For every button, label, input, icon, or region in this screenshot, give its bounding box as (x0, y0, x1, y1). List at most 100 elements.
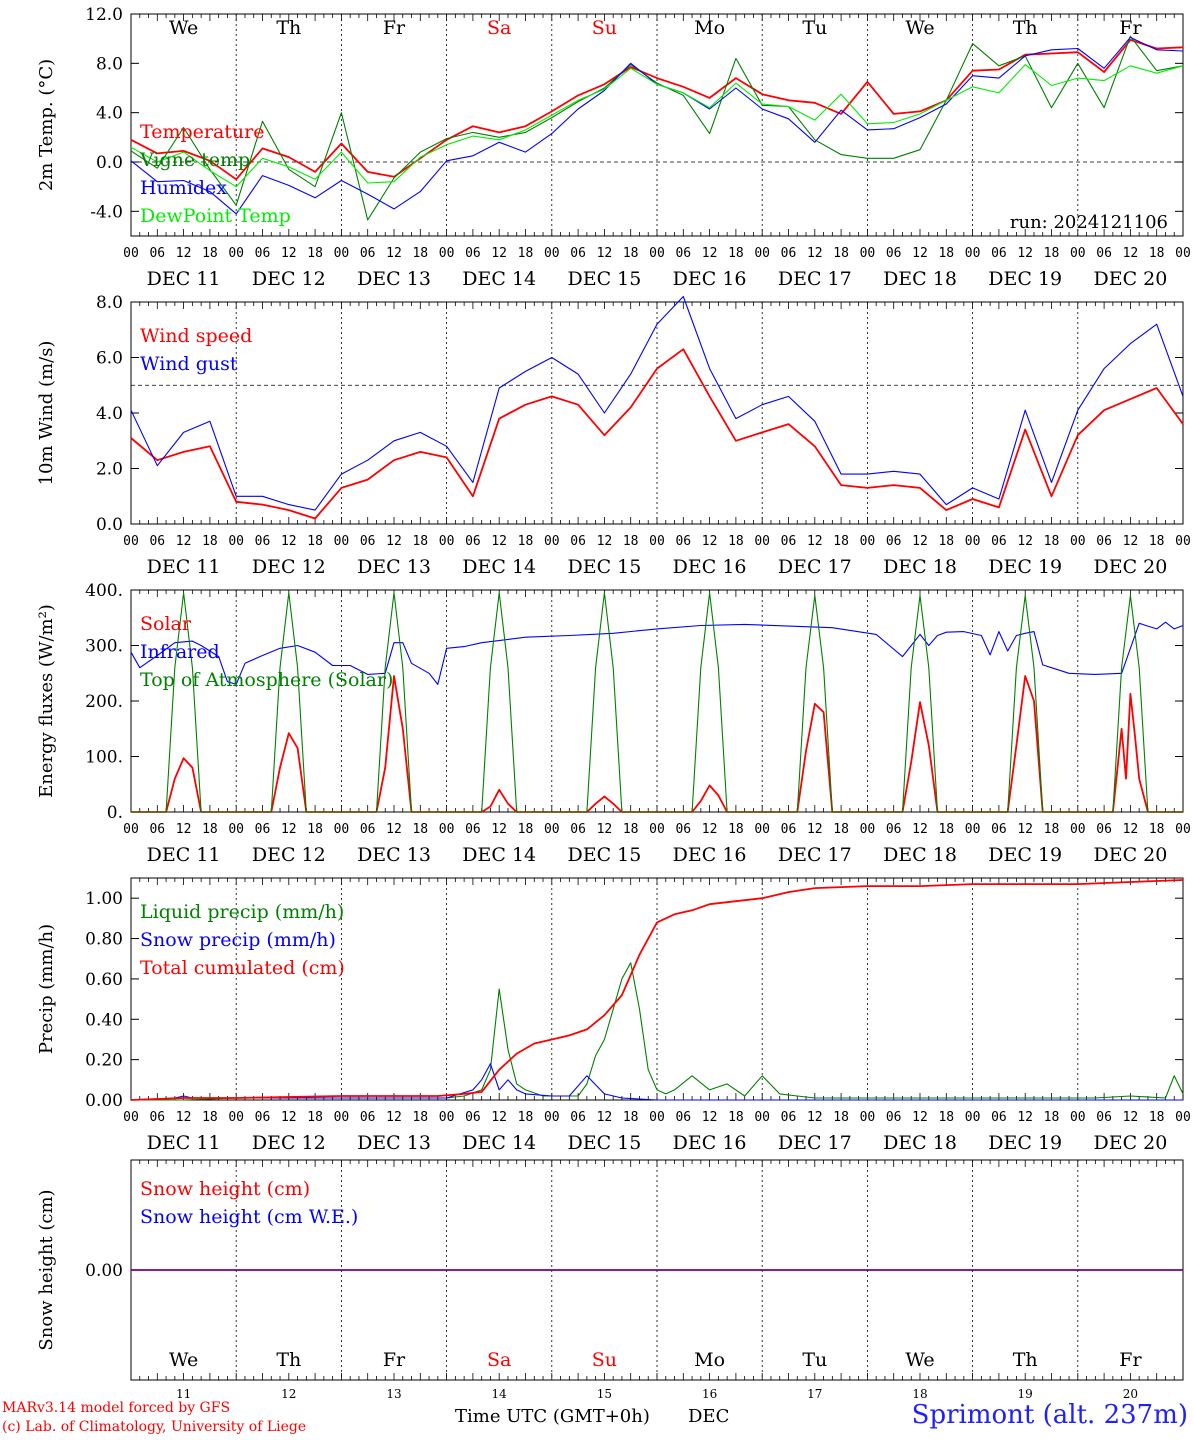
date-label: DEC 15 (567, 556, 641, 578)
hour-tick-label: 12 (281, 822, 297, 837)
series-line (130, 879, 1184, 1101)
date-label: DEC 11 (147, 844, 221, 866)
hour-tick-label: 18 (202, 246, 218, 261)
hour-tick-label: 06 (149, 246, 165, 261)
credit-line-1: MARv3.14 model forced by GFS (2, 1400, 231, 1416)
hour-tick-label: 18 (307, 1110, 323, 1125)
legend-entry: Snow precip (mm/h) (140, 929, 336, 951)
hour-tick-label: 18 (518, 822, 534, 837)
day-number-label: 19 (1018, 1387, 1033, 1401)
date-label: DEC 19 (988, 844, 1062, 866)
hour-tick-label: 18 (202, 534, 218, 549)
hour-tick-label: 06 (781, 822, 797, 837)
hour-tick-label: 12 (1017, 822, 1033, 837)
hour-tick-label: 00 (1070, 534, 1086, 549)
legend-entry: Total cumulated (cm) (140, 957, 345, 979)
hour-tick-label: 12 (281, 1110, 297, 1125)
day-number-label: 17 (807, 1387, 822, 1401)
hour-tick-label: 18 (412, 1110, 428, 1125)
hour-tick-label: 18 (623, 534, 639, 549)
hour-tick-label: 06 (675, 1110, 691, 1125)
hour-tick-label: 00 (123, 246, 139, 261)
hour-tick-label: 06 (781, 246, 797, 261)
date-label: DEC 14 (462, 1132, 536, 1154)
hour-tick-label: 06 (991, 246, 1007, 261)
hour-tick-label: 12 (491, 1110, 507, 1125)
hour-tick-label: 06 (1096, 1110, 1112, 1125)
hour-tick-label: 06 (149, 534, 165, 549)
date-label: DEC 20 (1093, 1132, 1167, 1154)
panel-4: 0.00 0.20 0.40 0.60 0.80 1.00 Precip (mm/h) Liq… (36, 877, 1191, 1154)
hour-tick-label: 12 (912, 822, 928, 837)
day-number-label: 12 (281, 1387, 296, 1401)
date-label: DEC 11 (147, 1132, 221, 1154)
date-label: DEC 19 (988, 556, 1062, 578)
date-label: DEC 13 (357, 556, 431, 578)
hour-tick-label: 18 (938, 822, 954, 837)
hour-tick-label: 06 (149, 1110, 165, 1125)
series-line (130, 35, 1184, 221)
hour-tick-label: 00 (544, 246, 560, 261)
hour-tick-label: 18 (412, 246, 428, 261)
hour-tick-label: 06 (781, 534, 797, 549)
series-line (130, 621, 1184, 685)
hour-tick-label: 06 (570, 1110, 586, 1125)
y-tick-label: -4.0 (90, 202, 123, 222)
y-axis-label: Snow height (cm) (36, 1189, 57, 1350)
hour-tick-label: 18 (1149, 534, 1165, 549)
hour-tick-label: 12 (1123, 822, 1139, 837)
date-label: DEC 19 (988, 268, 1062, 290)
hour-tick-label: 18 (938, 246, 954, 261)
hour-tick-label: 00 (228, 246, 244, 261)
weekday-label: Th (276, 1349, 301, 1371)
y-tick-label: 8.0 (96, 54, 123, 74)
hour-tick-label: 00 (544, 822, 560, 837)
hour-tick-label: 06 (886, 822, 902, 837)
y-tick-label: 1.00 (85, 889, 123, 909)
legend-entry: Snow height (cm) (140, 1178, 310, 1200)
date-label: DEC 17 (778, 556, 852, 578)
hour-tick-label: 12 (1123, 534, 1139, 549)
hour-tick-label: 18 (518, 534, 534, 549)
hour-tick-label: 18 (307, 822, 323, 837)
y-tick-label: 0. (107, 803, 123, 823)
y-tick-label: 300. (85, 637, 123, 657)
hour-tick-label: 00 (334, 822, 350, 837)
y-tick-label: 0.0 (96, 153, 123, 173)
hour-tick-label: 00 (1070, 822, 1086, 837)
hour-tick-label: 00 (754, 534, 770, 549)
date-label: DEC 18 (883, 556, 957, 578)
hour-tick-label: 06 (255, 822, 271, 837)
weekday-label: We (905, 1349, 934, 1371)
hour-tick-label: 00 (860, 1110, 876, 1125)
panel-2: 0.0 2.0 4.0 6.0 8.0 10m Wind (m/s) Wind speed W… (36, 293, 1191, 578)
hour-tick-label: 06 (1096, 822, 1112, 837)
legend-entry: Solar (140, 613, 192, 635)
date-label: DEC 12 (252, 268, 326, 290)
date-label: DEC 18 (883, 268, 957, 290)
hour-tick-label: 18 (1044, 534, 1060, 549)
y-tick-label: 4.0 (96, 404, 123, 424)
date-label: DEC 12 (252, 844, 326, 866)
hour-tick-label: 00 (334, 246, 350, 261)
hour-tick-label: 12 (1017, 534, 1033, 549)
hour-tick-label: 12 (702, 534, 718, 549)
hour-tick-label: 00 (649, 534, 665, 549)
date-label: DEC 13 (357, 844, 431, 866)
weekday-label: Fr (1119, 1349, 1142, 1371)
date-label: DEC 13 (357, 1132, 431, 1154)
hour-tick-label: 12 (597, 534, 613, 549)
hour-tick-label: 06 (1096, 534, 1112, 549)
legend-entry: Vigne temp (139, 149, 250, 171)
x-axis-title: Time UTC (GMT+0h) (455, 1406, 650, 1427)
hour-tick-label: 00 (1175, 822, 1191, 837)
hour-tick-label: 00 (965, 534, 981, 549)
weekday-label: Tu (802, 1349, 827, 1371)
hour-tick-label: 00 (228, 534, 244, 549)
hour-tick-label: 18 (202, 822, 218, 837)
y-axis-label: Precip (mm/h) (36, 924, 57, 1054)
hour-tick-label: 12 (176, 822, 192, 837)
hour-tick-label: 00 (544, 1110, 560, 1125)
weekday-label: Mo (694, 17, 725, 39)
